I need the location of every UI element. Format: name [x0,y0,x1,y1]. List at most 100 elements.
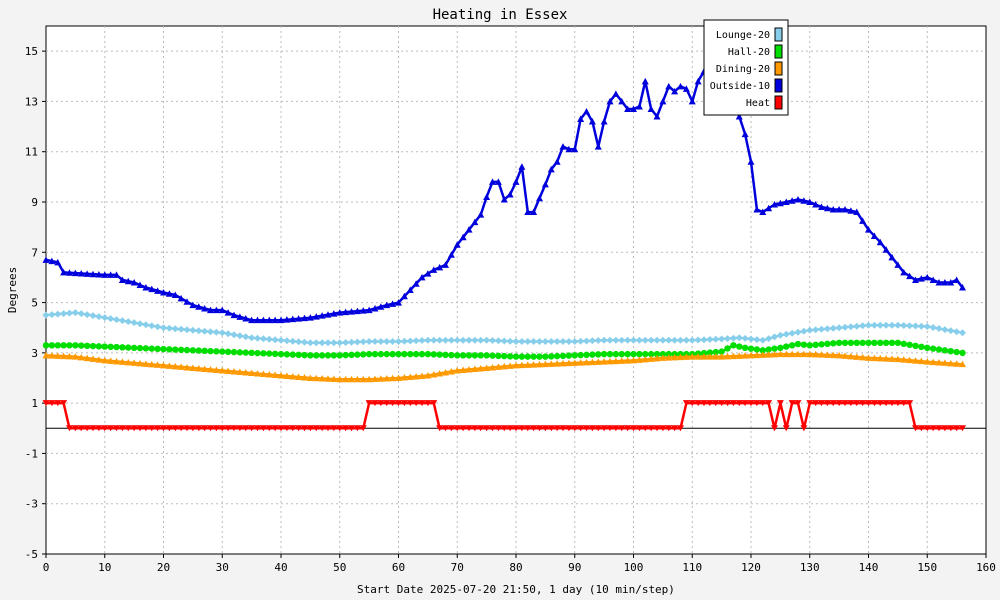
data-point [800,425,808,432]
data-point [371,304,379,312]
data-point [160,345,167,353]
series-lounge-20 [42,309,966,347]
data-point [395,338,402,346]
data-point [477,364,485,372]
y-tick-label: 7 [31,246,38,259]
data-point [254,425,261,432]
data-point [847,400,855,407]
data-point [353,375,361,383]
data-point [400,400,408,407]
data-point [917,357,925,365]
data-point [348,375,355,383]
data-point [324,375,332,382]
data-point [418,350,426,358]
data-point [583,425,590,432]
data-point [395,350,402,358]
x-tick-label: 90 [568,561,581,574]
data-point [83,311,91,319]
data-point [665,336,673,344]
data-point [882,339,890,346]
data-point [442,351,449,359]
data-point [841,400,849,407]
data-point [283,337,291,345]
data-point [195,327,203,335]
data-point [406,400,414,407]
data-point [688,97,696,105]
data-point [436,336,444,344]
legend-swatch [774,27,783,42]
data-point [477,211,485,218]
data-point [894,355,902,363]
data-point [189,425,197,432]
data-point [453,425,461,432]
data-point [295,338,303,346]
data-point [577,425,585,432]
data-point [312,425,320,432]
data-point [330,352,338,359]
data-point [365,400,373,407]
data-point [794,328,802,336]
data-point [870,400,878,407]
data-point [124,318,132,326]
data-point [212,366,220,373]
data-point [894,339,902,346]
data-point [595,351,602,358]
data-point [418,372,426,379]
data-point [571,352,578,359]
data-point [653,336,661,344]
data-point [353,425,361,432]
data-point [171,325,179,333]
data-point [835,351,843,359]
data-point [741,352,749,359]
data-point [248,425,256,432]
data-point [119,344,126,351]
data-point [201,425,209,432]
data-point [348,308,355,315]
data-point [735,352,743,359]
data-point [624,357,632,364]
data-point [213,348,220,355]
data-point [60,268,68,276]
data-point [882,400,890,407]
data-point [471,425,479,432]
data-point [671,336,679,344]
data-point [518,353,526,360]
data-point [647,336,655,344]
x-tick-label: 100 [624,561,644,574]
data-point [506,353,514,360]
data-point [389,400,397,407]
data-point [83,354,91,362]
data-point [923,273,931,281]
series-hall-20 [42,339,966,360]
data-point [841,339,849,346]
data-point [653,425,661,432]
data-point [694,400,702,407]
data-point [806,350,814,358]
data-point [471,365,479,372]
data-point [859,322,867,330]
data-point [729,352,737,360]
data-point [371,375,379,383]
data-point [365,350,373,358]
data-point [506,337,514,345]
data-point [865,339,872,346]
data-point [612,357,620,365]
data-point [853,353,861,360]
data-point [712,348,719,356]
data-point [172,346,179,353]
data-point [113,425,120,432]
data-point [594,358,602,365]
data-point [136,320,144,328]
data-point [624,105,632,112]
data-point [571,425,579,432]
data-point [541,338,549,346]
data-point [876,238,884,246]
data-point [336,425,344,432]
data-point [542,353,549,360]
data-point [371,400,379,407]
data-point [500,195,508,203]
y-tick-label: 9 [31,196,38,209]
data-point [912,425,919,432]
data-point [389,374,397,382]
